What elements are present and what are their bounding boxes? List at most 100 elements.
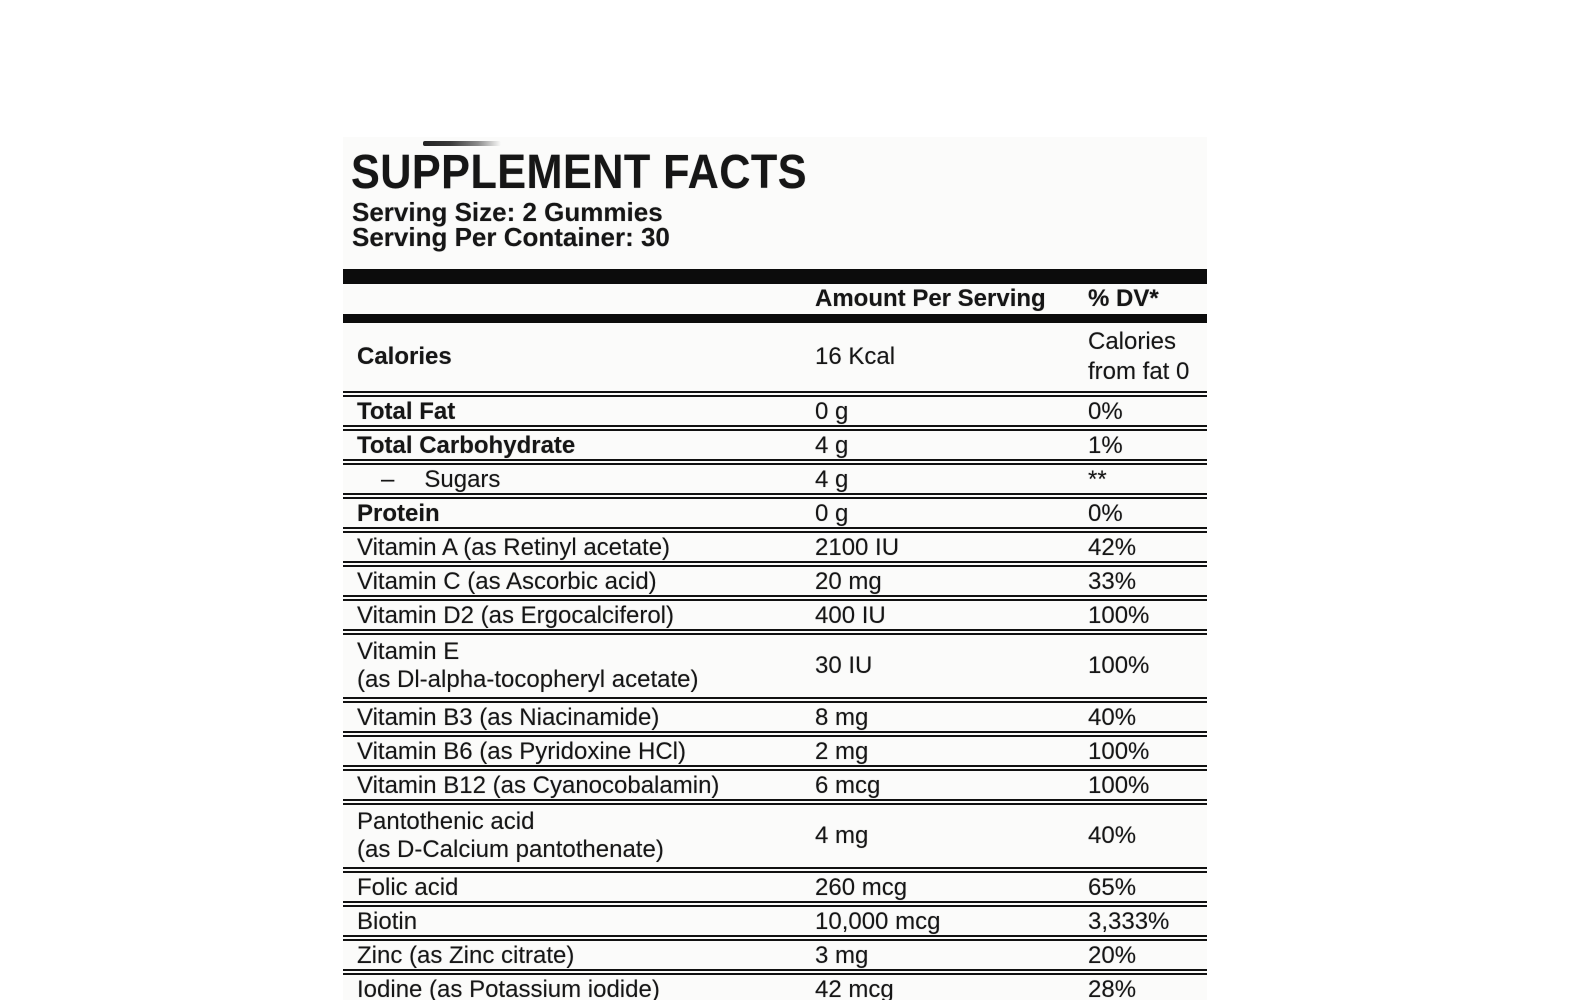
nutrient-dv: 100% bbox=[1088, 602, 1150, 629]
nutrient-name: Vitamin D2 (as Ergocalciferol) bbox=[357, 602, 675, 629]
nutrient-name: Total Carbohydrate bbox=[357, 432, 576, 459]
nutrient-name: Vitamin C (as Ascorbic acid) bbox=[357, 568, 657, 595]
nutrient-amount: 4 mg bbox=[815, 822, 869, 849]
table-row-vitamin-a: Vitamin A (as Retinyl acetate) 2100 IU 4… bbox=[343, 533, 1207, 561]
nutrient-name: Vitamin B6 (as Pyridoxine HCl) bbox=[357, 738, 687, 765]
label-title: SUPPLEMENT FACTS bbox=[351, 146, 808, 199]
top-thick-rule bbox=[343, 269, 1207, 284]
serving-size: Serving Size: 2 Gummies bbox=[352, 197, 663, 227]
nutrient-dv: 40% bbox=[1088, 822, 1137, 849]
row-divider bbox=[343, 629, 1207, 635]
header-amount-per-serving: Amount Per Serving bbox=[815, 285, 1046, 312]
nutrient-dv: 42% bbox=[1088, 534, 1137, 561]
table-row-vitamin-c: Vitamin C (as Ascorbic acid) 20 mg 33% bbox=[343, 567, 1207, 595]
row-divider bbox=[343, 969, 1207, 975]
nutrient-dv: ** bbox=[1088, 466, 1107, 493]
table-row-sugars: – Sugars 4 g ** bbox=[343, 465, 1207, 493]
nutrient-name: Zinc (as Zinc citrate) bbox=[357, 942, 575, 969]
sugars-indent-dash: – bbox=[381, 466, 395, 493]
table-row-folic-acid: Folic acid 260 mcg 65% bbox=[343, 873, 1207, 901]
nutrient-name: Vitamin B12 (as Cyanocobalamin) bbox=[357, 772, 720, 799]
table-row-pantothenic-acid: Pantothenic acid (as D-Calcium pantothen… bbox=[343, 805, 1207, 867]
nutrient-dv: 65% bbox=[1088, 874, 1137, 901]
table-row-vitamin-b6: Vitamin B6 (as Pyridoxine HCl) 2 mg 100% bbox=[343, 737, 1207, 765]
nutrient-amount: 4 g bbox=[815, 466, 849, 493]
nutrient-dv: 3,333% bbox=[1088, 908, 1170, 935]
table-row-vitamin-e: Vitamin E (as Dl-alpha-tocopheryl acetat… bbox=[343, 635, 1207, 697]
table-row-biotin: Biotin 10,000 mcg 3,333% bbox=[343, 907, 1207, 935]
row-divider bbox=[343, 901, 1207, 907]
nutrient-amount: 3 mg bbox=[815, 942, 869, 969]
nutrient-amount: 0 g bbox=[815, 500, 849, 527]
nutrient-amount: 2100 IU bbox=[815, 534, 900, 561]
nutrient-name: Protein bbox=[357, 500, 440, 527]
row-divider bbox=[343, 731, 1207, 737]
nutrient-name: Pantothenic acid (as D-Calcium pantothen… bbox=[343, 808, 812, 864]
nutrient-dv: 33% bbox=[1088, 568, 1137, 595]
supplement-facts-label: SUPPLEMENT FACTS Serving Size: 2 Gummies… bbox=[343, 137, 1207, 1000]
nutrient-name-line-2: (as Dl-alpha-tocopheryl acetate) bbox=[357, 666, 699, 693]
nutrient-amount: 4 g bbox=[815, 432, 849, 459]
row-divider bbox=[343, 697, 1207, 703]
table-row-total-carbohydrate: Total Carbohydrate 4 g 1% bbox=[343, 431, 1207, 459]
facts-table: Amount Per Serving % DV* Calories 16 Kca… bbox=[343, 269, 1207, 1000]
row-divider bbox=[343, 425, 1207, 431]
scan-smudge-mark bbox=[423, 141, 501, 146]
row-divider bbox=[343, 459, 1207, 465]
row-divider bbox=[343, 595, 1207, 601]
nutrient-amount: 30 IU bbox=[815, 652, 873, 679]
table-row-iodine: Iodine (as Potassium iodide) 42 mcg 28% bbox=[343, 975, 1207, 1000]
nutrient-name-line-2: (as D-Calcium pantothenate) bbox=[357, 836, 664, 863]
nutrient-dv: 100% bbox=[1088, 652, 1150, 679]
table-row-zinc: Zinc (as Zinc citrate) 3 mg 20% bbox=[343, 941, 1207, 969]
nutrient-amount: 260 mcg bbox=[815, 874, 908, 901]
nutrient-dv: 40% bbox=[1088, 704, 1137, 731]
table-row-vitamin-d2: Vitamin D2 (as Ergocalciferol) 400 IU 10… bbox=[343, 601, 1207, 629]
nutrient-amount: 0 g bbox=[815, 398, 849, 425]
row-divider bbox=[343, 867, 1207, 873]
serving-info: Serving Size: 2 Gummies Serving Per Cont… bbox=[352, 197, 670, 252]
nutrient-dv: 1% bbox=[1088, 432, 1123, 459]
row-divider bbox=[343, 391, 1207, 397]
nutrient-dv: 20% bbox=[1088, 942, 1137, 969]
nutrient-dv: 28% bbox=[1088, 976, 1137, 1000]
dv-line-1: Calories bbox=[1088, 328, 1177, 355]
nutrient-amount: 16 Kcal bbox=[815, 343, 896, 370]
nutrient-name: Total Fat bbox=[357, 398, 456, 425]
nutrient-name-line-1: Pantothenic acid bbox=[357, 808, 535, 835]
nutrient-dv: Calories from fat 0 bbox=[1082, 327, 1207, 387]
nutrient-name: Iodine (as Potassium iodide) bbox=[357, 976, 660, 1000]
row-divider bbox=[343, 527, 1207, 533]
nutrient-name-text: Sugars bbox=[424, 466, 501, 493]
table-row-vitamin-b12: Vitamin B12 (as Cyanocobalamin) 6 mcg 10… bbox=[343, 771, 1207, 799]
nutrient-amount: 400 IU bbox=[815, 602, 886, 629]
nutrient-name: Vitamin E (as Dl-alpha-tocopheryl acetat… bbox=[343, 638, 812, 694]
nutrient-amount: 2 mg bbox=[815, 738, 869, 765]
serving-per-container: Serving Per Container: 30 bbox=[352, 222, 670, 252]
nutrient-name: Vitamin A (as Retinyl acetate) bbox=[357, 534, 671, 561]
nutrient-name: Calories bbox=[357, 343, 452, 370]
nutrient-amount: 20 mg bbox=[815, 568, 882, 595]
nutrient-name: – Sugars bbox=[343, 466, 812, 494]
row-divider bbox=[343, 799, 1207, 805]
nutrient-name: Biotin bbox=[357, 908, 418, 935]
nutrient-amount: 10,000 mcg bbox=[815, 908, 941, 935]
nutrient-dv: 100% bbox=[1088, 738, 1150, 765]
nutrient-name: Folic acid bbox=[357, 874, 459, 901]
header-percent-dv: % DV* bbox=[1088, 285, 1159, 312]
row-divider bbox=[343, 935, 1207, 941]
row-divider bbox=[343, 765, 1207, 771]
nutrient-amount: 42 mcg bbox=[815, 976, 894, 1000]
nutrient-dv: 100% bbox=[1088, 772, 1150, 799]
nutrient-amount: 8 mg bbox=[815, 704, 869, 731]
row-divider bbox=[343, 493, 1207, 499]
header-thick-rule bbox=[343, 314, 1207, 323]
dv-line-2: from fat 0 bbox=[1088, 358, 1190, 385]
table-header-row: Amount Per Serving % DV* bbox=[343, 284, 1207, 314]
table-row-calories: Calories 16 Kcal Calories from fat 0 bbox=[343, 323, 1207, 391]
table-row-vitamin-b3: Vitamin B3 (as Niacinamide) 8 mg 40% bbox=[343, 703, 1207, 731]
nutrient-dv: 0% bbox=[1088, 398, 1123, 425]
row-divider bbox=[343, 561, 1207, 567]
nutrient-dv: 0% bbox=[1088, 500, 1123, 527]
nutrient-name: Vitamin B3 (as Niacinamide) bbox=[357, 704, 660, 731]
